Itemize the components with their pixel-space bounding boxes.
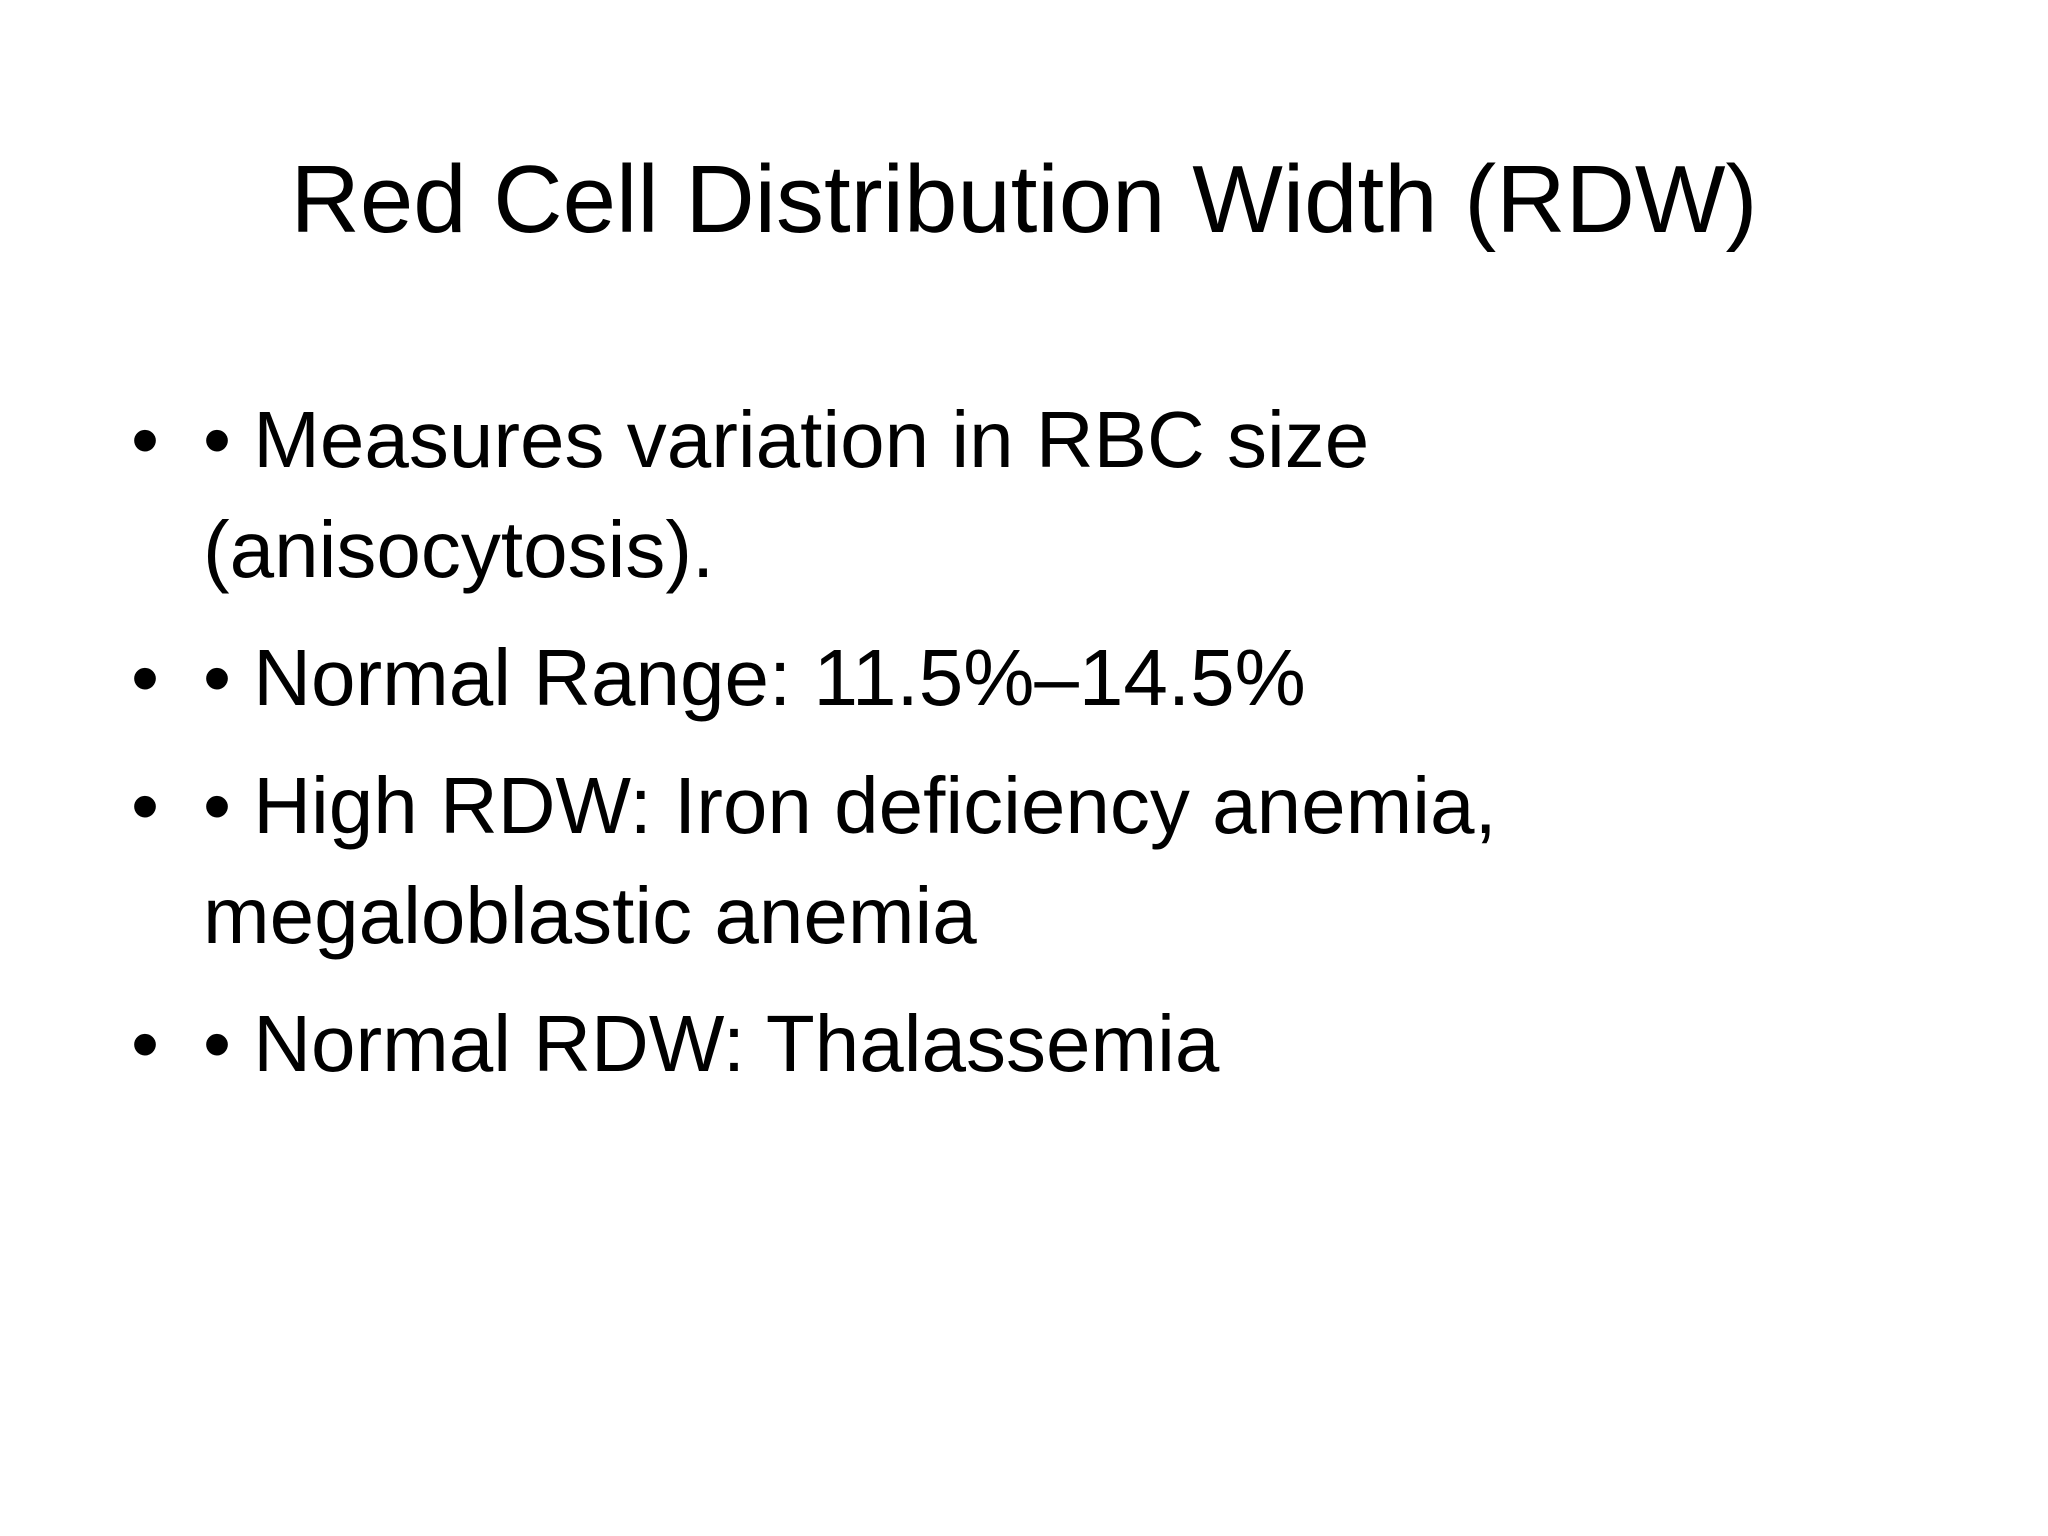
bullet-item: • Measures variation in RBC size (anisoc… — [131, 385, 1781, 605]
bullet-item: • High RDW: Iron deficiency anemia, mega… — [131, 751, 1781, 971]
bullet-list: • Measures variation in RBC size (anisoc… — [131, 385, 1781, 1117]
slide-title: Red Cell Distribution Width (RDW) — [290, 146, 1758, 253]
bullet-item: • Normal RDW: Thalassemia — [131, 989, 1781, 1099]
bullet-item: • Normal Range: 11.5%–14.5% — [131, 623, 1781, 733]
